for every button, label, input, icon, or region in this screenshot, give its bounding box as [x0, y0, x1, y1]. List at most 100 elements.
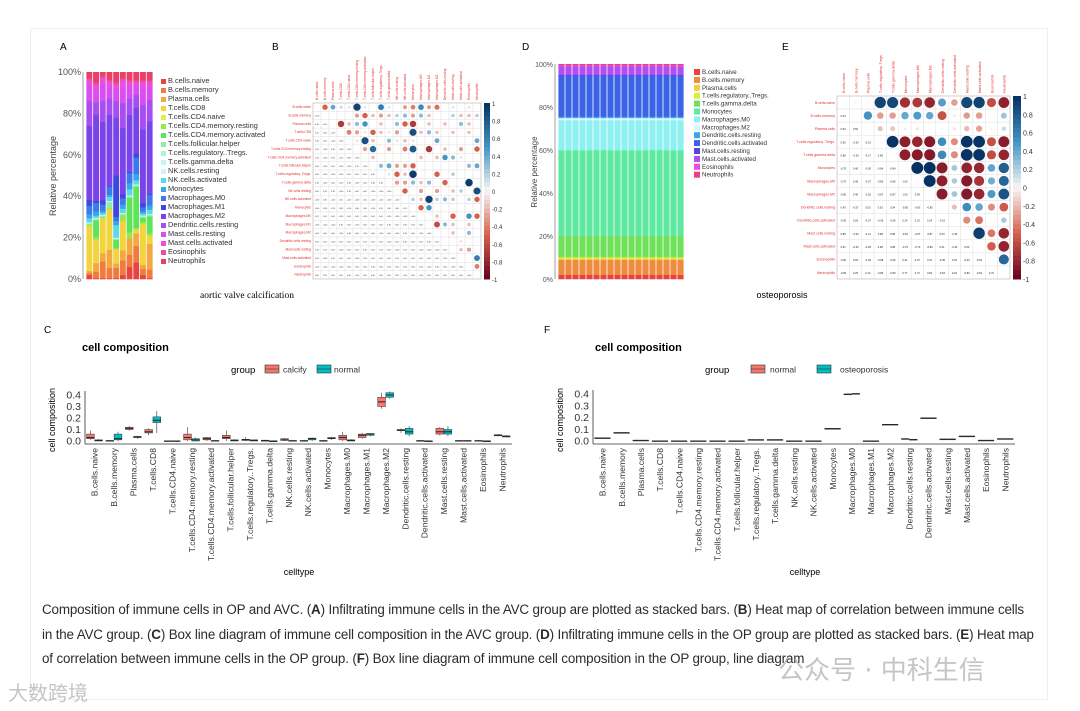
correlation-value: 0.00 — [411, 266, 415, 268]
colorbar-segment — [484, 164, 490, 170]
bar-segment — [86, 218, 93, 223]
bar-segment — [677, 120, 684, 151]
heatmap-cell — [424, 186, 434, 196]
correlation-value: -0.50 — [323, 157, 327, 159]
correlation-circle — [923, 175, 936, 187]
colorbar-segment — [1013, 150, 1021, 156]
bar-segment — [133, 82, 140, 87]
correlation-circle — [474, 196, 480, 203]
correlation-circle — [473, 187, 481, 195]
bar-segment — [106, 82, 113, 87]
bar-segment — [607, 235, 614, 258]
correlation-value: -0.81 — [902, 232, 908, 236]
bar-segment — [146, 233, 153, 236]
correlation-circle — [467, 222, 471, 227]
correlation-value: -0.30 — [853, 140, 859, 144]
correlation-value: -0.73 — [914, 245, 920, 249]
bar-segment — [146, 82, 153, 88]
correlation-value: -0.54 — [939, 271, 945, 275]
bar-segment — [93, 217, 99, 219]
correlation-value: 0.10 — [315, 183, 319, 185]
column-label: B.cells.memory — [323, 77, 327, 100]
box — [113, 433, 123, 441]
bar-segment — [649, 65, 656, 67]
bar-segment — [126, 114, 133, 173]
legend-label: T.cells.CD4.memory.resting — [168, 121, 258, 130]
heatmap-cell — [456, 203, 466, 213]
caption-text: ) Box line diagram of immune cell compos… — [160, 626, 541, 642]
bar-segment — [635, 116, 642, 119]
bar-segment — [565, 150, 572, 236]
colorbar-segment — [484, 111, 490, 117]
caption-text: Composition of immune cells in OP and AV… — [42, 602, 312, 617]
bar-segment — [642, 120, 649, 151]
bar-segment — [621, 259, 628, 276]
correlation-value: -0.84 — [877, 166, 883, 170]
x-tick-label: Dendritic.cells.activated — [420, 448, 430, 538]
bar-segment — [586, 274, 593, 280]
correlation-value: 0.00 — [387, 250, 391, 252]
bar-segment — [677, 150, 684, 236]
bar-segment — [558, 117, 565, 121]
bar-segment — [119, 103, 126, 129]
correlation-value: 0.10 — [315, 157, 319, 159]
legend-label: T.cells.CD4.naive — [168, 112, 225, 121]
row-label: B.cells.naive — [815, 101, 835, 105]
panel-f-xlabel: celltype — [790, 567, 821, 577]
bar-segment — [93, 211, 99, 216]
row-label: Dendritic.cells.resting — [280, 239, 311, 243]
correlation-circle — [394, 121, 400, 127]
bar-segment — [140, 88, 146, 106]
legend-label: T.cells.gamma.delta — [168, 157, 234, 166]
heatmap-cell — [472, 153, 482, 162]
row-label: Dendritic.cells.resting — [801, 205, 835, 209]
heatmap-cell — [432, 111, 442, 120]
bar-segment — [133, 157, 140, 175]
colorbar-segment — [484, 270, 490, 276]
correlation-circle — [330, 104, 336, 110]
bar-segment — [565, 75, 572, 117]
correlation-circle — [466, 213, 472, 219]
correlation-value: -0.20 — [379, 199, 383, 201]
heatmap-cell — [464, 186, 474, 196]
column-label: B.cells.naive — [315, 81, 319, 100]
row-label: B.cells.naive — [292, 105, 311, 109]
correlation-value: -0.30 — [395, 233, 399, 235]
colorbar-segment — [484, 217, 490, 223]
bar-segment — [93, 82, 99, 86]
correlation-circle — [378, 104, 384, 111]
correlation-value: 0.00 — [427, 275, 431, 277]
heatmap-cell — [448, 245, 458, 255]
correlation-circle — [960, 148, 973, 161]
caption-ref-e: E — [960, 626, 970, 642]
legend-swatch — [694, 148, 700, 154]
correlation-value: 0.00 — [371, 233, 375, 235]
heatmap-cell — [472, 178, 482, 188]
correlation-value: -0.30 — [451, 266, 455, 268]
y-tick-label: 0% — [543, 277, 553, 284]
heatmap-cell — [472, 203, 482, 213]
bar-segment — [670, 117, 677, 121]
correlation-value: -0.30 — [387, 191, 391, 193]
bar-segment — [649, 235, 656, 258]
colorbar-segment — [1013, 146, 1021, 152]
bar-segment — [558, 150, 565, 236]
correlation-circle — [394, 163, 400, 168]
x-tick-label: Macrophages.M0 — [847, 448, 857, 515]
correlation-value: 0.22 — [915, 219, 921, 223]
correlation-circle — [402, 121, 408, 127]
correlation-circle — [402, 163, 408, 168]
x-tick-label: Macrophages.M1 — [361, 448, 371, 515]
heatmap-cell — [432, 203, 442, 213]
bar-segment — [593, 65, 600, 67]
bar-segment — [113, 225, 120, 238]
panel-a-ylabel: Relative percentage — [48, 136, 58, 216]
column-label: Mast.cells.activated — [459, 71, 463, 100]
row-label: Mast.cells.resting — [807, 232, 835, 236]
bar-segment — [656, 235, 663, 258]
correlation-circle — [435, 130, 439, 135]
colorbar-segment — [484, 120, 490, 126]
bar-segment — [113, 237, 120, 239]
legend-label: Macrophages.M0 — [702, 116, 750, 123]
correlation-value: 0.03 — [841, 114, 847, 118]
